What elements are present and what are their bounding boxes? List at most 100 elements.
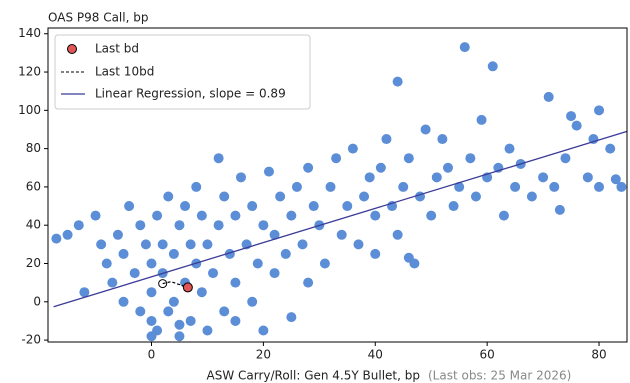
point <box>381 134 392 145</box>
y-tick-label: 120 <box>18 65 41 79</box>
point <box>174 319 185 330</box>
point <box>107 277 118 288</box>
point <box>196 287 207 298</box>
point <box>375 162 386 173</box>
point <box>135 220 146 231</box>
point <box>196 210 207 221</box>
point <box>543 91 554 102</box>
point <box>403 153 414 164</box>
point <box>146 258 157 269</box>
point <box>263 166 274 177</box>
point <box>152 210 163 221</box>
point <box>213 220 224 231</box>
y-tick-label: 140 <box>18 26 41 40</box>
point <box>616 181 627 192</box>
chart-title: OAS P98 Call, bp <box>48 11 148 25</box>
point <box>370 248 381 259</box>
point <box>101 258 112 269</box>
point <box>140 239 151 250</box>
point <box>347 143 358 154</box>
point <box>112 229 123 240</box>
point <box>230 315 241 326</box>
last-10bd-start <box>158 279 168 289</box>
point <box>308 201 319 212</box>
point <box>286 312 297 323</box>
point <box>431 172 442 183</box>
y-tick-label: 60 <box>26 179 41 193</box>
point <box>442 162 453 173</box>
point <box>359 191 370 202</box>
point <box>392 76 403 87</box>
point <box>297 239 308 250</box>
point <box>230 277 241 288</box>
point <box>146 315 157 326</box>
point <box>342 201 353 212</box>
point <box>168 248 179 259</box>
point <box>73 220 84 231</box>
point <box>202 239 213 250</box>
y-tick-label: 80 <box>26 141 41 155</box>
point <box>331 153 342 164</box>
point <box>208 268 219 279</box>
point <box>560 153 571 164</box>
point <box>174 220 185 231</box>
x-tick-label: 60 <box>480 348 495 362</box>
point <box>124 201 135 212</box>
y-tick-label: 20 <box>26 256 41 270</box>
point <box>605 143 616 154</box>
x-tick-label: 40 <box>368 348 383 362</box>
point <box>62 229 73 240</box>
point <box>403 252 414 263</box>
point <box>554 204 565 215</box>
point <box>476 114 487 125</box>
point <box>538 172 549 183</box>
point <box>392 229 403 240</box>
legend-label: Last bd <box>95 42 139 56</box>
point <box>336 229 347 240</box>
legend-label: Linear Regression, slope = 0.89 <box>95 87 286 101</box>
y-tick-label: -20 <box>21 333 41 347</box>
point <box>549 181 560 192</box>
point <box>470 191 481 202</box>
point <box>454 181 465 192</box>
point <box>163 306 174 317</box>
point <box>448 201 459 212</box>
point <box>157 239 168 250</box>
point <box>291 181 302 192</box>
point <box>426 210 437 221</box>
point <box>420 124 431 135</box>
point <box>247 201 258 212</box>
point <box>498 210 509 221</box>
point <box>236 172 246 183</box>
point <box>213 153 224 164</box>
point <box>146 331 157 342</box>
point <box>465 153 476 164</box>
regression-line <box>53 130 628 308</box>
point <box>398 181 409 192</box>
point <box>219 306 230 317</box>
point <box>370 210 381 221</box>
point <box>594 105 605 116</box>
point <box>286 210 297 221</box>
point <box>303 277 314 288</box>
point <box>51 233 62 244</box>
point <box>168 296 179 307</box>
point <box>146 287 157 298</box>
point <box>129 268 140 279</box>
y-tick-label: 100 <box>18 103 41 117</box>
legend-swatch <box>67 44 77 54</box>
point <box>487 61 498 72</box>
point <box>325 181 336 192</box>
point <box>280 248 291 259</box>
x-tick-label: 80 <box>591 348 606 362</box>
point <box>303 162 314 173</box>
point <box>258 220 269 231</box>
point <box>269 229 280 240</box>
point <box>185 315 196 326</box>
point <box>96 239 107 250</box>
point <box>230 210 241 221</box>
point <box>219 191 230 202</box>
point <box>185 239 196 250</box>
point <box>258 325 269 336</box>
